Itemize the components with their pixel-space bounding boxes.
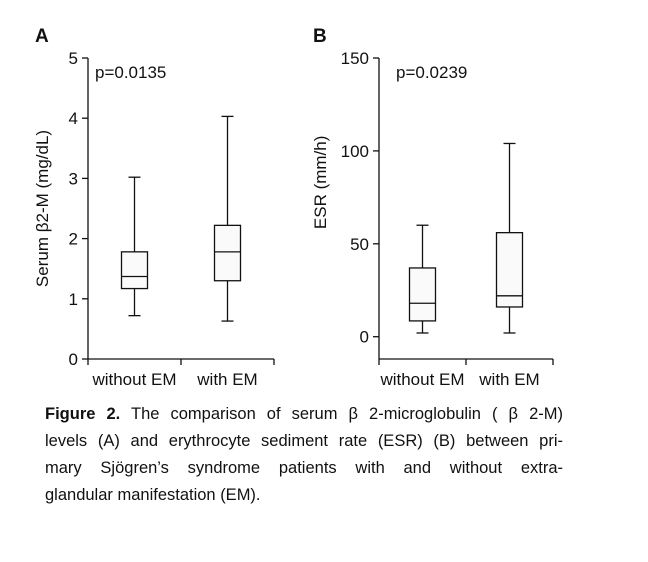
- panel-a-y-tick-label: 2: [69, 230, 78, 249]
- panel-b-y-axis-label: ESR (mm/h): [311, 136, 330, 230]
- panel-b-x-tick-label: without EM: [379, 370, 464, 389]
- panel-b-box: [495, 232, 524, 308]
- figure-caption: Figure 2. The comparison of serum β 2-mi…: [45, 401, 563, 509]
- caption-line-3: mary Sjögren’s syndrome patients with an…: [45, 459, 563, 477]
- caption-line-2: levels (A) and erythrocyte sediment rate…: [45, 432, 563, 450]
- panel-a-y-tick-label: 5: [69, 49, 78, 68]
- panel-b-y-tick-label: 150: [341, 49, 369, 68]
- panel-a-p-value: p=0.0135: [95, 63, 166, 82]
- panel-a-label: A: [35, 26, 49, 47]
- panel-a-y-tick-label: 4: [69, 109, 78, 128]
- figure-label: Figure 2.: [45, 405, 121, 423]
- panel-b-box: [408, 267, 437, 322]
- panel-a-y-axis-label: Serum β2-M (mg/dL): [33, 130, 52, 287]
- panel-b-label: B: [313, 26, 327, 47]
- panel-a-box: [120, 251, 149, 290]
- panel-a-y-tick-label: 3: [69, 169, 78, 188]
- panel-a-y-tick-label: 0: [69, 350, 78, 369]
- panel-b-y-tick-label: 100: [341, 142, 369, 161]
- panel-b-p-value: p=0.0239: [396, 63, 467, 82]
- figure-chart: A 0 1 2 3 4 5 Serum β2-M (mg/dL) without EM with …: [33, 26, 554, 389]
- caption-line-1: The comparison of serum β 2-microglobuli…: [120, 405, 563, 423]
- panel-a-x-tick-label: without EM: [91, 370, 176, 389]
- panel-b-y-tick-label: 50: [350, 235, 369, 254]
- panel-b-x-tick-label: with EM: [478, 370, 539, 389]
- panel-a-x-tick-label: with EM: [196, 370, 257, 389]
- caption-line-4: glandular manifestation (EM).: [45, 486, 261, 504]
- panel-a-box: [213, 224, 242, 282]
- panel-b-y-tick-label: 0: [360, 328, 369, 347]
- panel-a-y-tick-label: 1: [69, 290, 78, 309]
